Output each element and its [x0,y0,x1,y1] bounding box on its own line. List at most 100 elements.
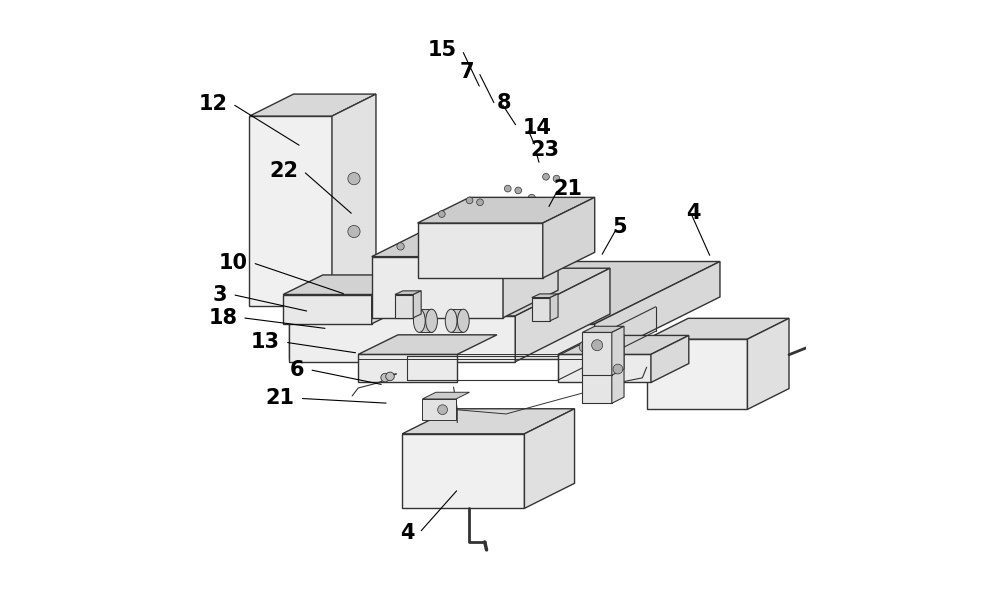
Circle shape [528,194,535,202]
Circle shape [326,300,334,309]
Polygon shape [543,197,595,278]
Polygon shape [289,316,515,362]
Polygon shape [558,335,689,354]
Polygon shape [418,197,595,223]
Circle shape [611,339,622,351]
Polygon shape [651,335,689,382]
Polygon shape [582,332,612,375]
Text: 14: 14 [523,119,552,138]
Text: 15: 15 [428,40,457,60]
Circle shape [438,404,447,414]
Text: 7: 7 [459,62,474,82]
Ellipse shape [426,309,437,332]
Circle shape [504,185,511,192]
Circle shape [438,211,445,218]
Text: 5: 5 [612,218,627,237]
Circle shape [445,269,453,278]
Polygon shape [647,318,789,339]
Circle shape [414,277,423,286]
Text: 4: 4 [400,523,414,543]
Circle shape [466,197,473,203]
Polygon shape [289,262,720,324]
Circle shape [503,208,511,215]
Text: 21: 21 [266,389,295,408]
Circle shape [553,175,560,182]
Polygon shape [647,339,747,409]
Polygon shape [419,309,432,332]
Circle shape [543,174,549,180]
Circle shape [322,301,331,309]
Circle shape [384,284,392,293]
Polygon shape [249,94,376,116]
Circle shape [414,276,423,284]
Circle shape [364,290,372,299]
Text: 13: 13 [251,332,280,352]
Ellipse shape [413,309,425,332]
Polygon shape [283,275,411,295]
Text: 8: 8 [496,93,511,112]
Polygon shape [395,295,413,318]
Circle shape [355,293,364,301]
Circle shape [432,231,440,238]
Circle shape [385,285,393,294]
Circle shape [592,340,603,351]
Polygon shape [289,324,595,359]
Polygon shape [249,116,332,306]
Text: 10: 10 [219,253,248,273]
Polygon shape [372,275,411,324]
Polygon shape [413,291,421,318]
Polygon shape [289,268,610,316]
Polygon shape [402,409,575,434]
Polygon shape [332,94,376,306]
Polygon shape [283,295,372,324]
Circle shape [477,199,483,205]
Polygon shape [395,291,421,295]
Polygon shape [422,392,469,399]
Polygon shape [532,294,558,298]
Text: 23: 23 [531,140,560,159]
Polygon shape [582,341,612,403]
Circle shape [381,373,389,382]
Polygon shape [372,257,503,318]
Polygon shape [503,229,558,318]
Text: 22: 22 [269,161,298,181]
Circle shape [422,229,429,236]
Text: 3: 3 [213,285,227,304]
Circle shape [397,243,404,250]
Circle shape [348,172,360,185]
Text: 21: 21 [553,180,582,199]
Circle shape [613,364,623,374]
Text: 12: 12 [198,94,227,114]
Polygon shape [422,399,456,420]
Circle shape [579,342,590,353]
Text: 6: 6 [290,360,304,379]
Polygon shape [524,409,575,508]
Circle shape [353,292,361,301]
Polygon shape [595,262,720,359]
Circle shape [334,298,343,306]
Polygon shape [582,335,624,341]
Polygon shape [515,268,610,362]
Circle shape [468,219,475,227]
Polygon shape [612,326,624,375]
Polygon shape [418,223,543,278]
Polygon shape [747,318,789,409]
Polygon shape [582,326,624,332]
Ellipse shape [457,309,469,332]
Polygon shape [451,309,463,332]
Circle shape [515,187,522,194]
Polygon shape [372,229,558,257]
Circle shape [386,372,394,381]
Ellipse shape [445,309,457,332]
Circle shape [493,206,500,213]
Circle shape [457,218,465,225]
Polygon shape [402,434,524,508]
Circle shape [348,225,360,238]
Polygon shape [358,354,457,382]
Polygon shape [612,335,624,403]
Polygon shape [550,294,558,321]
Text: 18: 18 [208,308,237,327]
Text: 4: 4 [686,203,700,222]
Polygon shape [358,335,497,354]
Polygon shape [532,298,550,321]
